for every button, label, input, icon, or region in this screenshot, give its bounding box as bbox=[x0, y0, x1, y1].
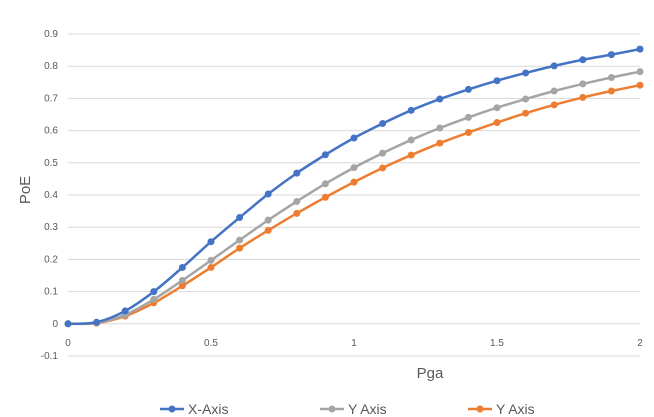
data-point bbox=[464, 85, 472, 93]
data-point bbox=[579, 93, 587, 101]
data-point bbox=[264, 226, 272, 234]
x-tick-label: 1.5 bbox=[490, 338, 504, 349]
data-point bbox=[522, 95, 530, 103]
data-point bbox=[64, 320, 72, 328]
data-point bbox=[178, 282, 186, 290]
data-point bbox=[550, 87, 558, 95]
data-point bbox=[464, 129, 472, 137]
data-point bbox=[350, 164, 358, 172]
data-point bbox=[407, 106, 415, 114]
y-tick-label: 0.3 bbox=[44, 222, 58, 233]
y-tick-label: 0.4 bbox=[44, 190, 58, 201]
data-point bbox=[607, 51, 615, 59]
y-tick-label: 0 bbox=[52, 319, 58, 330]
data-point bbox=[236, 236, 244, 244]
data-point bbox=[579, 56, 587, 64]
legend-label: Y Axis bbox=[348, 401, 387, 417]
data-point bbox=[464, 113, 472, 121]
data-point bbox=[436, 139, 444, 147]
legend-swatch-marker bbox=[168, 405, 176, 413]
data-point bbox=[636, 81, 644, 89]
data-point bbox=[379, 164, 387, 172]
data-point bbox=[264, 190, 272, 198]
x-tick-label: 1 bbox=[351, 338, 357, 349]
data-point bbox=[350, 134, 358, 142]
series-line-1 bbox=[67, 70, 641, 326]
data-point bbox=[293, 197, 301, 205]
data-point bbox=[550, 62, 558, 70]
y-tick-label: 0.6 bbox=[44, 126, 58, 137]
data-point bbox=[264, 216, 272, 224]
data-point bbox=[321, 151, 329, 159]
y-axis-title: PoE bbox=[17, 176, 34, 204]
legend-label: Y Axis bbox=[496, 401, 535, 417]
x-tick-label: 0 bbox=[65, 338, 71, 349]
data-point bbox=[178, 263, 186, 271]
data-point bbox=[407, 136, 415, 144]
data-point bbox=[379, 120, 387, 128]
data-point bbox=[607, 87, 615, 95]
legend-swatch-marker bbox=[328, 405, 336, 413]
data-point bbox=[607, 73, 615, 81]
gridlines bbox=[68, 33, 640, 357]
y-tick-label: 0.7 bbox=[44, 93, 58, 104]
data-point bbox=[178, 276, 186, 284]
data-point bbox=[93, 318, 101, 326]
y-tick-label: 0.5 bbox=[44, 158, 58, 169]
data-point bbox=[207, 238, 215, 246]
data-point bbox=[321, 193, 329, 201]
data-point bbox=[493, 104, 501, 112]
series-group bbox=[64, 45, 644, 328]
legend: X-Axis Y Axis Y Axis bbox=[160, 401, 535, 417]
data-point bbox=[579, 80, 587, 88]
legend-label: X-Axis bbox=[188, 401, 228, 417]
data-point bbox=[236, 244, 244, 252]
y-tick-label: 0.9 bbox=[44, 29, 58, 40]
data-point bbox=[636, 68, 644, 76]
data-point bbox=[407, 151, 415, 159]
data-point bbox=[436, 124, 444, 132]
legend-swatch-marker bbox=[476, 405, 484, 413]
y-tick-label: 0.8 bbox=[44, 61, 58, 72]
x-axis-ticks: 0 0.5 1 1.5 2 bbox=[65, 338, 643, 349]
data-point bbox=[293, 209, 301, 217]
y-axis-ticks: -0.1 0 0.1 0.2 0.3 0.4 0.5 0.6 0.7 0.8 0.9 bbox=[41, 29, 59, 362]
x-tick-label: 2 bbox=[637, 338, 643, 349]
data-point bbox=[522, 69, 530, 77]
data-point bbox=[436, 95, 444, 103]
data-point bbox=[150, 288, 158, 296]
data-point bbox=[350, 178, 358, 186]
data-point bbox=[550, 101, 558, 109]
data-point bbox=[321, 180, 329, 188]
data-point bbox=[293, 169, 301, 177]
data-point bbox=[636, 45, 644, 53]
data-point bbox=[121, 307, 129, 315]
data-point bbox=[493, 119, 501, 127]
y-tick-label: 0.1 bbox=[44, 287, 58, 298]
x-tick-label: 0.5 bbox=[204, 338, 218, 349]
data-point bbox=[236, 214, 244, 222]
data-point bbox=[379, 149, 387, 157]
data-point bbox=[150, 295, 158, 303]
data-point bbox=[522, 109, 530, 117]
data-point bbox=[207, 256, 215, 264]
x-axis-title: Pga bbox=[417, 365, 444, 382]
data-point bbox=[493, 77, 501, 85]
y-tick-label: 0.2 bbox=[44, 254, 58, 265]
data-point bbox=[207, 263, 215, 271]
y-tick-label: -0.1 bbox=[41, 351, 59, 362]
